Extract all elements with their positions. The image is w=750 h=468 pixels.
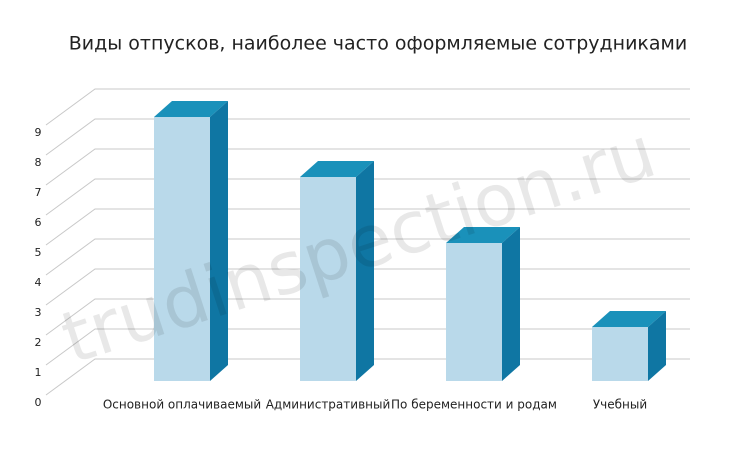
grid-line xyxy=(45,208,690,246)
x-tick-label: Административный xyxy=(266,398,391,412)
y-tick-label: 0 xyxy=(35,396,42,409)
bar-side xyxy=(356,161,374,381)
y-tick-label: 5 xyxy=(35,246,42,259)
y-tick-label: 1 xyxy=(35,366,42,379)
y-tick-label: 8 xyxy=(35,156,42,169)
y-tick-label: 7 xyxy=(35,186,42,199)
bar xyxy=(300,161,374,381)
y-tick-label: 3 xyxy=(35,306,42,319)
bar-front xyxy=(592,327,648,381)
bar xyxy=(446,227,520,381)
bar-front xyxy=(154,117,210,381)
bar-top xyxy=(300,161,374,177)
x-tick-label: Основной оплачиваемый xyxy=(103,398,261,412)
y-tick-label: 4 xyxy=(35,276,42,289)
bar-side xyxy=(648,311,666,381)
x-tick-label: Учебный xyxy=(593,398,647,412)
bar-front xyxy=(446,243,502,381)
grid-line xyxy=(45,178,690,216)
y-tick-label: 6 xyxy=(35,216,42,229)
bar-front xyxy=(300,177,356,381)
bar xyxy=(592,311,666,381)
bar-top xyxy=(154,101,228,117)
y-tick-label: 9 xyxy=(35,126,42,139)
x-tick-label: По беременности и родам xyxy=(391,398,557,412)
bar xyxy=(154,101,228,381)
grid-line xyxy=(45,118,690,156)
bar-top xyxy=(446,227,520,243)
bar-side xyxy=(210,101,228,381)
grid-line xyxy=(45,148,690,186)
bar-top xyxy=(592,311,666,327)
grid-line xyxy=(45,88,690,126)
y-tick-label: 2 xyxy=(35,336,42,349)
bar-side xyxy=(502,227,520,381)
chart-title: Виды отпусков, наиболее часто оформляемы… xyxy=(69,33,687,55)
